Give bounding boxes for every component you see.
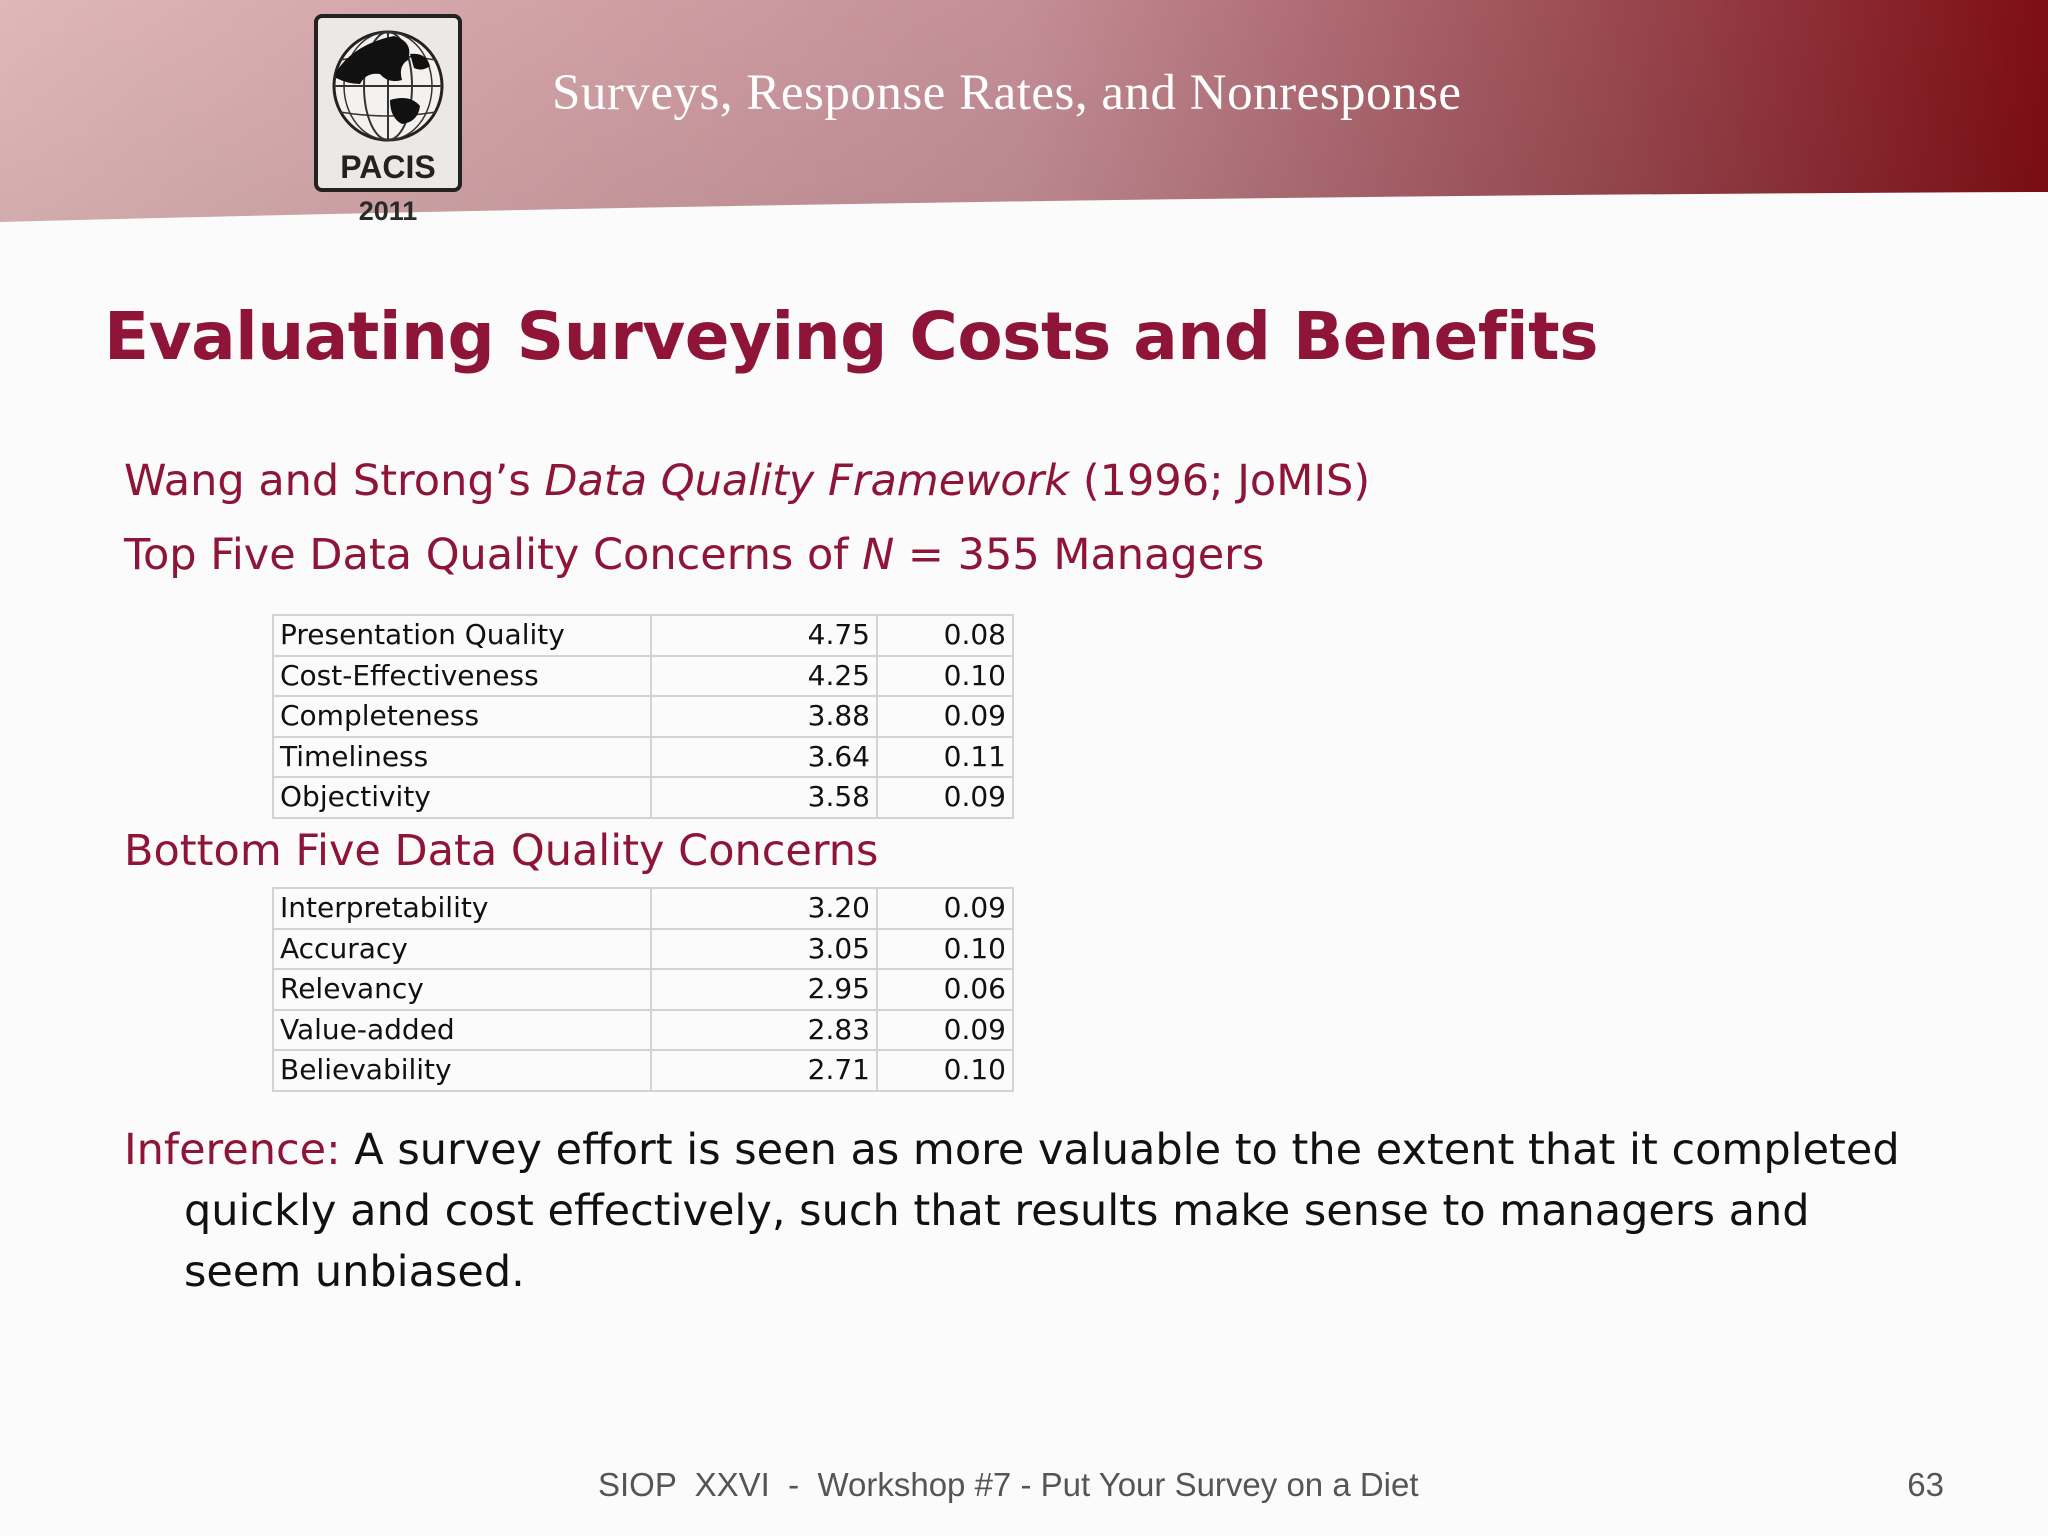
concern-mean: 3.20 [650, 887, 878, 930]
concern-sd: 0.09 [876, 887, 1014, 930]
concern-mean: 2.83 [650, 1008, 878, 1051]
table-row: Relevancy 2.95 0.06 [272, 968, 1014, 1011]
concern-sd: 0.09 [876, 1008, 1014, 1051]
concern-name: Relevancy [272, 968, 652, 1011]
globe-icon [332, 30, 444, 142]
concern-mean: 3.88 [650, 695, 878, 738]
concern-name: Completeness [272, 695, 652, 738]
presentation-title: Surveys, Response Rates, and Nonresponse [552, 65, 1462, 121]
table-row: Objectivity 3.58 0.09 [272, 776, 1014, 819]
logo-wordmark: PACIS [340, 149, 435, 185]
table-row: Completeness 3.88 0.09 [272, 695, 1014, 738]
concern-name: Accuracy [272, 927, 652, 970]
table-row: Cost-Effectiveness 4.25 0.10 [272, 654, 1014, 697]
concern-sd: 0.10 [876, 1049, 1014, 1092]
table-row: Timeliness 3.64 0.11 [272, 735, 1014, 778]
inference-paragraph: Inference: A survey effort is seen as mo… [124, 1120, 1904, 1303]
inference-text: A survey effort is seen as more valuable… [184, 1125, 1900, 1297]
table-row: Presentation Quality 4.75 0.08 [272, 614, 1014, 657]
concern-mean: 2.95 [650, 968, 878, 1011]
concern-name: Value-added [272, 1008, 652, 1051]
concern-name: Timeliness [272, 735, 652, 778]
bottom-five-heading: Bottom Five Data Quality Concerns [124, 826, 879, 876]
concern-sd: 0.09 [876, 776, 1014, 819]
concern-mean: 3.64 [650, 735, 878, 778]
concern-sd: 0.10 [876, 927, 1014, 970]
concern-mean: 3.05 [650, 927, 878, 970]
framework-citation: Wang and Strong’s Data Quality Framework… [124, 456, 1371, 506]
concern-sd: 0.08 [876, 614, 1014, 657]
logo-year: 2011 [358, 196, 418, 226]
concern-name: Interpretability [272, 887, 652, 930]
concern-sd: 0.09 [876, 695, 1014, 738]
table-row: Interpretability 3.20 0.09 [272, 887, 1014, 930]
framework-name: Data Quality Framework [544, 456, 1070, 506]
concern-sd: 0.10 [876, 654, 1014, 697]
inference-label: Inference: [124, 1125, 341, 1175]
concern-mean: 3.58 [650, 776, 878, 819]
page-number: 63 [1907, 1466, 1944, 1503]
footer-text: SIOP XXVI - Workshop #7 - Put Your Surve… [598, 1466, 1419, 1503]
header-band [0, 0, 2048, 222]
top-five-heading: Top Five Data Quality Concerns of N = 35… [124, 530, 1265, 580]
concern-name: Cost-Effectiveness [272, 654, 652, 697]
concern-name: Objectivity [272, 776, 652, 819]
table-row: Accuracy 3.05 0.10 [272, 927, 1014, 970]
slide-title: Evaluating Surveying Costs and Benefits [104, 298, 1599, 375]
concern-name: Believability [272, 1049, 652, 1092]
bottom-five-table: Interpretability 3.20 0.09 Accuracy 3.05… [272, 887, 1014, 1092]
concern-sd: 0.06 [876, 968, 1014, 1011]
table-row: Believability 2.71 0.10 [272, 1049, 1014, 1092]
concern-name: Presentation Quality [272, 614, 652, 657]
concern-mean: 2.71 [650, 1049, 878, 1092]
table-row: Value-added 2.83 0.09 [272, 1008, 1014, 1051]
top-five-table: Presentation Quality 4.75 0.08 Cost-Effe… [272, 614, 1014, 819]
concern-sd: 0.11 [876, 735, 1014, 778]
concern-mean: 4.25 [650, 654, 878, 697]
concern-mean: 4.75 [650, 614, 878, 657]
pacis-logo: PACIS [314, 14, 462, 192]
